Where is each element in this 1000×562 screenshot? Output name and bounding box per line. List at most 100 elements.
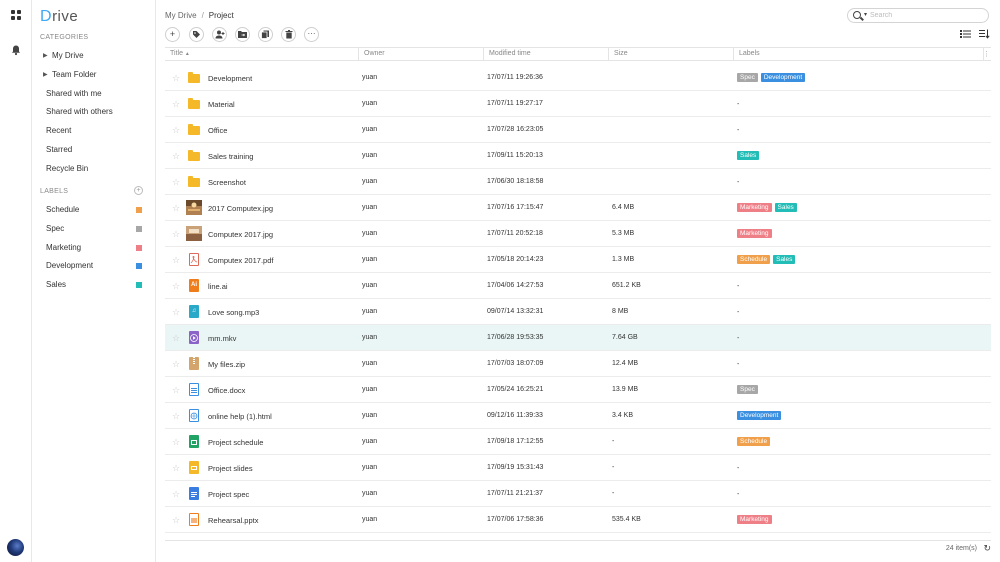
table-row[interactable]: ☆ mm.mkv yuan 17/06/28 19:53:35 7.64 GB - [165, 325, 991, 351]
refresh-icon[interactable]: ↻ [983, 543, 991, 553]
star-icon[interactable]: ☆ [172, 229, 181, 239]
column-header-title[interactable]: Title ▲ [165, 48, 359, 60]
sidebar-item-starred[interactable]: Starred [32, 141, 156, 159]
file-title[interactable]: Development [208, 74, 253, 83]
file-title[interactable]: mm.mkv [208, 334, 237, 343]
share-user-button[interactable] [212, 27, 227, 42]
file-title[interactable]: line.ai [208, 282, 228, 291]
file-title[interactable]: Project schedule [208, 438, 264, 447]
file-title[interactable]: Project slides [208, 464, 253, 473]
table-row[interactable]: ☆ Sales training yuan 17/09/11 15:20:13 Sale… [165, 143, 991, 169]
table-row[interactable]: ☆ Project schedule yuan 17/09/18 17:12:55 - S… [165, 429, 991, 455]
star-icon[interactable]: ☆ [172, 463, 181, 473]
table-row[interactable]: ☆ Office yuan 17/07/28 16:23:05 - [165, 117, 991, 143]
file-title[interactable]: Office.docx [208, 386, 246, 395]
breadcrumb-root[interactable]: My Drive [165, 11, 197, 20]
search-icon[interactable] [853, 11, 861, 19]
new-button[interactable]: + [165, 27, 180, 42]
label-item-spec[interactable]: Spec [32, 220, 156, 238]
search-input[interactable] [870, 10, 980, 21]
table-row[interactable]: ☆ online help (1).html yuan 09/12/16 11:39:… [165, 403, 991, 429]
search-options-chevron-icon[interactable]: ▾ [864, 12, 868, 18]
file-title[interactable]: My files.zip [208, 360, 246, 369]
star-icon[interactable]: ☆ [172, 489, 181, 499]
list-view-icon[interactable] [960, 29, 971, 39]
sidebar-item-shared-with-others[interactable]: Shared with others [32, 103, 156, 121]
table-row[interactable]: ☆ Computex 2017.pdf yuan 17/05/18 20:14:23 1… [165, 247, 991, 273]
column-header-owner[interactable]: Owner [359, 48, 484, 60]
sidebar-item-my-drive[interactable]: ▶ My Drive [32, 47, 156, 65]
star-icon[interactable]: ☆ [172, 151, 181, 161]
caret-right-icon[interactable]: ▶ [43, 53, 48, 59]
star-icon[interactable]: ☆ [172, 281, 181, 291]
file-title[interactable]: Love song.mp3 [208, 308, 260, 317]
column-header-size[interactable]: Size [609, 48, 734, 60]
star-icon[interactable]: ☆ [172, 73, 181, 83]
table-row[interactable]: ☆ Office.docx yuan 17/05/24 16:25:21 13.9 MB… [165, 377, 991, 403]
table-row[interactable]: ☆ Screenshot yuan 17/06/30 18:18:58 - [165, 169, 991, 195]
more-options-button[interactable]: ··· [304, 27, 319, 42]
sidebar-item-recent[interactable]: Recent [32, 122, 156, 140]
label-tag[interactable]: Marketing [737, 229, 772, 238]
user-avatar[interactable] [7, 539, 24, 556]
star-icon[interactable]: ☆ [172, 255, 181, 265]
table-row[interactable]: ☆ 2017 Computex.jpg yuan 17/07/16 17:15:47 6… [165, 195, 991, 221]
label-item-development[interactable]: Development [32, 257, 156, 275]
sort-options-icon[interactable] [979, 29, 990, 39]
label-tag[interactable]: Spec [737, 73, 758, 82]
label-tag[interactable]: Spec [737, 385, 758, 394]
file-title[interactable]: Project spec [208, 490, 250, 499]
label-tag[interactable]: Marketing [737, 515, 772, 524]
star-icon[interactable]: ☆ [172, 99, 181, 109]
table-row[interactable]: ☆ ♫ Love song.mp3 yuan 09/07/14 13:32:31 8 MB… [165, 299, 991, 325]
file-title[interactable]: Office [208, 126, 228, 135]
label-tag[interactable]: Schedule [737, 255, 771, 264]
apps-grid-icon[interactable] [11, 10, 21, 20]
label-item-schedule[interactable]: Schedule [32, 201, 156, 219]
add-label-icon[interactable]: + [134, 186, 143, 195]
table-row[interactable]: ☆ Development yuan 17/07/11 19:26:36 Spec Dev… [165, 65, 991, 91]
label-tag[interactable]: Sales [737, 151, 760, 160]
vertical-scrollbar[interactable] [993, 65, 998, 535]
sidebar-item-recycle-bin[interactable]: Recycle Bin [32, 160, 156, 178]
search-box[interactable]: ▾ [847, 8, 989, 23]
table-row[interactable]: ☆ Project spec yuan 17/07/11 21:21:37 - - [165, 481, 991, 507]
star-icon[interactable]: ☆ [172, 125, 181, 135]
label-item-marketing[interactable]: Marketing [32, 239, 156, 257]
label-tag[interactable]: Sales [773, 255, 796, 264]
caret-right-icon[interactable]: ▶ [43, 71, 48, 78]
file-title[interactable]: online help (1).html [208, 412, 272, 421]
label-tag[interactable]: Marketing [737, 203, 772, 212]
table-row[interactable]: ☆ Computex 2017.jpg yuan 17/07/11 20:52:18 5… [165, 221, 991, 247]
notification-bell-icon[interactable] [10, 44, 22, 56]
label-tag[interactable]: Schedule [737, 437, 771, 446]
file-title[interactable]: 2017 Computex.jpg [208, 204, 274, 213]
file-title[interactable]: Rehearsal.pptx [208, 516, 259, 525]
label-tag[interactable]: Development [760, 73, 806, 82]
copy-button[interactable] [258, 27, 273, 42]
table-row[interactable]: ☆ My files.zip yuan 17/07/03 18:07:09 12.4 M… [165, 351, 991, 377]
label-tag-button[interactable] [189, 27, 204, 42]
star-icon[interactable]: ☆ [172, 177, 181, 187]
star-icon[interactable]: ☆ [172, 385, 181, 395]
table-row[interactable]: ☆ Material yuan 17/07/11 19:27:17 - [165, 91, 991, 117]
file-title[interactable]: Screenshot [208, 178, 246, 187]
table-row[interactable]: ☆ Ai line.ai yuan 17/04/06 14:27:53 651.2 KB - [165, 273, 991, 299]
file-title[interactable]: Computex 2017.jpg [208, 230, 274, 239]
file-title[interactable]: Computex 2017.pdf [208, 256, 274, 265]
label-item-sales[interactable]: Sales [32, 276, 156, 294]
file-title[interactable]: Material [208, 100, 235, 109]
sidebar-item-team-folder[interactable]: ▶ Team Folder [32, 66, 156, 84]
sidebar-item-shared-with-me[interactable]: Shared with me [32, 85, 156, 103]
star-icon[interactable]: ☆ [172, 203, 181, 213]
star-icon[interactable]: ☆ [172, 333, 181, 343]
column-header-modified[interactable]: Modified time [484, 48, 609, 60]
star-icon[interactable]: ☆ [172, 307, 181, 317]
column-menu-icon[interactable]: ⋮ [983, 51, 990, 58]
star-icon[interactable]: ☆ [172, 515, 181, 525]
delete-trash-button[interactable] [281, 27, 296, 42]
star-icon[interactable]: ☆ [172, 359, 181, 369]
star-icon[interactable]: ☆ [172, 437, 181, 447]
star-icon[interactable]: ☆ [172, 411, 181, 421]
column-header-labels[interactable]: Labels [734, 48, 984, 60]
